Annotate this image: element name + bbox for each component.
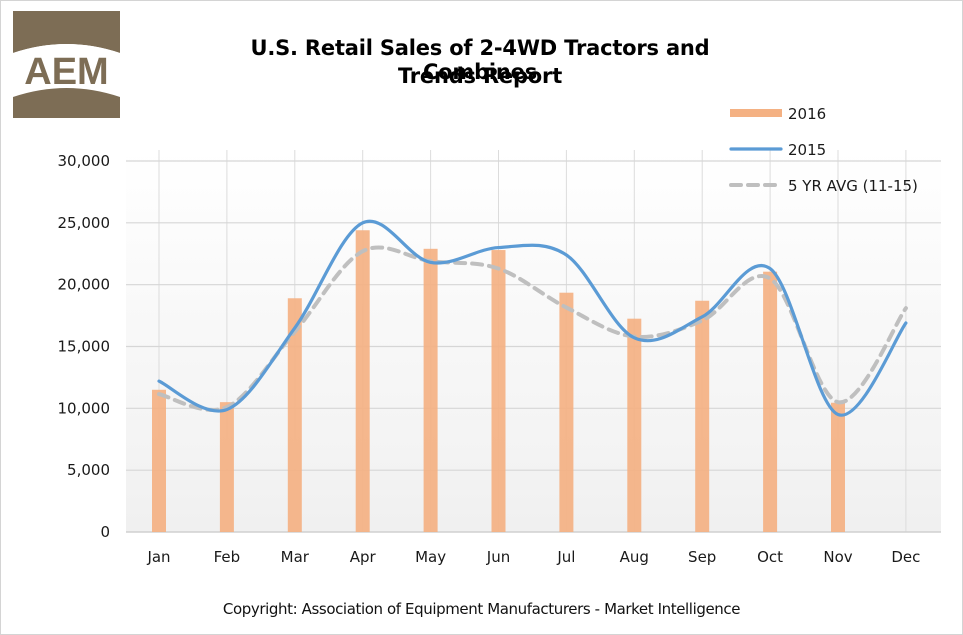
bar-sep xyxy=(695,300,710,532)
x-tick-label: Apr xyxy=(350,548,377,566)
chart-title-line1: U.S. Retail Sales of 2-4WD Tractors and … xyxy=(250,36,710,84)
bar-jan xyxy=(152,389,166,532)
y-tick-label: 0 xyxy=(100,523,110,541)
aem-logo: AEM xyxy=(13,11,120,118)
value-gridlines xyxy=(126,160,941,533)
series-2015-line xyxy=(157,219,908,417)
legend: 2016 2015 5 YR AVG (11-15) xyxy=(729,105,918,195)
legend-item-2016: 2016 xyxy=(730,105,826,123)
bar-jul xyxy=(559,292,574,532)
x-tick-label: Jun xyxy=(486,548,510,566)
x-tick-label: Dec xyxy=(891,548,920,566)
x-tick-label: Oct xyxy=(757,548,783,566)
y-tick-label: 5,000 xyxy=(67,461,110,479)
x-tick-label: Mar xyxy=(281,548,310,566)
y-tick-label: 15,000 xyxy=(58,338,111,356)
bar-jun xyxy=(491,250,506,533)
bar-aug xyxy=(627,318,642,532)
y-tick-label: 20,000 xyxy=(58,276,111,294)
x-tick-label: Nov xyxy=(823,548,852,566)
series-2016-bars xyxy=(152,230,845,533)
legend-label-2015: 2015 xyxy=(788,141,826,159)
bar-feb xyxy=(219,402,234,532)
legend-item-5yr-avg: 5 YR AVG (11-15) xyxy=(729,177,918,195)
plot-area xyxy=(126,150,941,532)
bar-may xyxy=(423,248,438,532)
bar-nov xyxy=(831,402,845,532)
x-tick-label: May xyxy=(415,548,446,566)
logo-text: AEM xyxy=(24,51,108,93)
copyright-footer: Copyright: Association of Equipment Manu… xyxy=(222,600,741,618)
legend-label-5yr-avg: 5 YR AVG (11-15) xyxy=(788,177,918,195)
bar-apr xyxy=(355,230,370,532)
legend-label-2016: 2016 xyxy=(788,105,826,123)
x-tick-label: Feb xyxy=(214,548,241,566)
bar-oct xyxy=(763,271,778,532)
x-tick-label: Jan xyxy=(146,548,170,566)
bar-mar xyxy=(287,298,302,532)
x-axis-labels: Jan Feb Mar Apr May Jun Jul Aug Sep Oct Nov Dec xyxy=(146,548,920,566)
x-tick-label: Jul xyxy=(556,548,575,566)
legend-item-2015: 2015 xyxy=(729,141,826,159)
y-tick-label: 10,000 xyxy=(58,399,111,417)
legend-swatch-bar xyxy=(730,109,782,117)
chart-title-line2: Trends Report xyxy=(397,64,563,88)
x-tick-label: Sep xyxy=(688,548,716,566)
y-tick-label: 30,000 xyxy=(58,152,111,170)
y-axis-labels: 0 5,000 10,000 15,000 20,000 25,000 30,000 xyxy=(58,152,111,541)
y-tick-label: 25,000 xyxy=(58,214,111,232)
x-tick-label: Aug xyxy=(620,548,649,566)
